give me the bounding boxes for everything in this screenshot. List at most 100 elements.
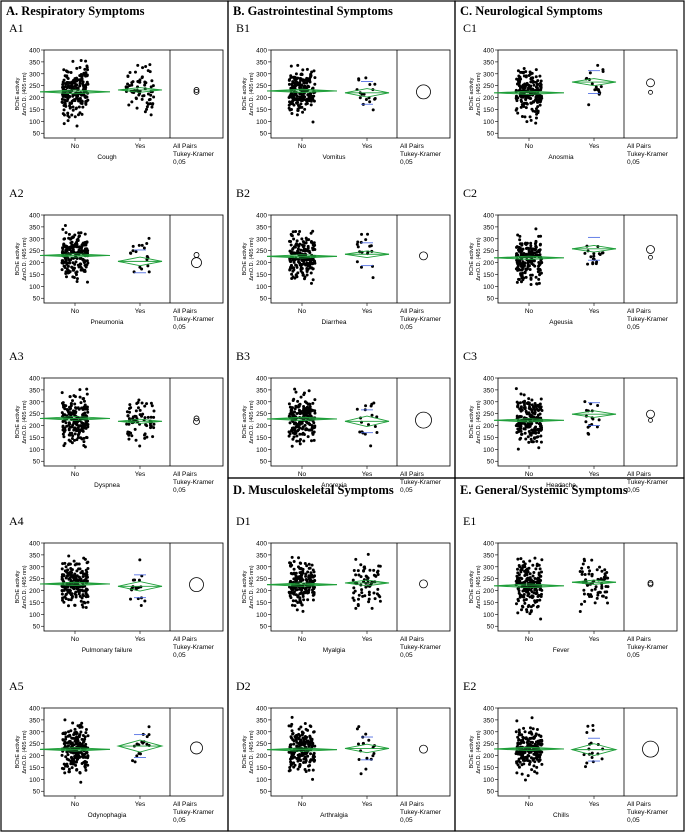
y-tick-label: 50 <box>260 789 268 796</box>
data-point <box>538 243 542 247</box>
data-point <box>64 755 68 759</box>
data-point <box>290 112 294 116</box>
data-point <box>373 97 377 101</box>
data-point <box>312 244 316 248</box>
data-point <box>357 573 361 577</box>
data-point <box>290 603 294 607</box>
plot-frame <box>270 49 451 139</box>
data-point <box>373 425 377 429</box>
data-point <box>297 411 301 415</box>
data-point <box>307 768 311 772</box>
data-point <box>145 101 149 105</box>
data-point <box>78 96 82 100</box>
test-label-line3: 0,05 <box>400 159 413 166</box>
data-point <box>537 264 541 268</box>
data-point <box>293 387 297 391</box>
data-point <box>287 82 291 86</box>
data-point <box>302 439 306 443</box>
plot-frame <box>270 707 451 797</box>
data-point <box>516 750 520 754</box>
data-point <box>149 113 153 117</box>
data-point <box>75 438 79 442</box>
y-tick-label: 200 <box>256 753 267 760</box>
y-tick-label: 150 <box>256 765 267 772</box>
data-point <box>289 763 293 767</box>
test-label-line1: All Pairs <box>400 636 425 643</box>
data-point <box>537 428 541 432</box>
test-label-line1: All Pairs <box>627 801 652 808</box>
data-point <box>537 250 541 254</box>
panel-label-d1: D1 <box>236 514 251 528</box>
data-point <box>293 572 297 576</box>
y-tick-label: 400 <box>483 376 494 383</box>
comparison-circle <box>193 415 200 422</box>
data-point <box>529 437 533 441</box>
panel-e1: E1 50 100 150 200 250 300 350 400 BChE activity Δm… <box>463 514 678 659</box>
data-point <box>143 404 147 408</box>
data-point <box>78 78 82 82</box>
data-point <box>600 251 604 255</box>
data-point <box>152 415 156 419</box>
test-label-line2: Tukey-Kramer <box>400 809 442 816</box>
data-point <box>61 227 65 231</box>
y-tick-label: 150 <box>29 272 40 279</box>
y-axis-label-unit: ΔmO.D. (405 nm) <box>476 400 482 443</box>
y-tick-label: 200 <box>29 753 40 760</box>
data-point <box>133 70 137 74</box>
data-point <box>74 741 78 745</box>
data-point <box>590 558 594 562</box>
data-point <box>79 58 83 62</box>
data-point <box>69 412 73 416</box>
data-point <box>83 601 87 605</box>
y-tick-label: 100 <box>483 612 494 619</box>
mean-diamond-yes <box>571 410 617 418</box>
data-point <box>352 591 356 595</box>
data-point <box>299 248 303 252</box>
data-point <box>79 401 83 405</box>
data-point <box>591 261 595 265</box>
data-point <box>597 418 601 422</box>
data-point <box>523 406 527 410</box>
data-point <box>298 587 302 591</box>
x-tick-label-yes: Yes <box>589 308 600 315</box>
data-point <box>289 579 293 583</box>
data-point <box>540 261 544 265</box>
y-tick-label: 50 <box>487 296 495 303</box>
panel-label-e1: E1 <box>463 514 476 528</box>
test-label-line2: Tukey-Kramer <box>173 479 215 486</box>
data-point <box>68 395 72 399</box>
data-point <box>71 105 75 109</box>
data-point <box>74 273 78 277</box>
data-point <box>312 592 316 596</box>
test-label-line1: All Pairs <box>173 143 198 150</box>
y-tick-label: 300 <box>256 729 267 736</box>
data-point <box>518 593 522 597</box>
data-point <box>515 719 519 723</box>
data-point <box>144 65 148 69</box>
data-point <box>305 564 309 568</box>
data-point <box>367 590 371 594</box>
data-point <box>307 402 311 406</box>
data-point <box>312 730 316 734</box>
data-point <box>148 70 152 74</box>
data-point <box>287 103 291 107</box>
data-point <box>373 82 377 86</box>
data-point <box>67 554 71 558</box>
section-title-d: D. Musculoskeletal Symptoms <box>233 483 394 497</box>
data-point <box>139 585 143 589</box>
data-point <box>372 591 376 595</box>
data-point <box>291 414 295 418</box>
data-point <box>529 736 533 740</box>
data-point <box>79 578 83 582</box>
data-point <box>582 592 586 596</box>
data-point <box>61 432 65 436</box>
data-point <box>583 572 587 576</box>
data-point <box>295 577 299 581</box>
data-point <box>371 108 375 112</box>
data-point <box>534 275 538 279</box>
data-point <box>309 271 313 275</box>
data-point <box>523 271 527 275</box>
data-point <box>67 767 71 771</box>
data-point <box>288 561 292 565</box>
